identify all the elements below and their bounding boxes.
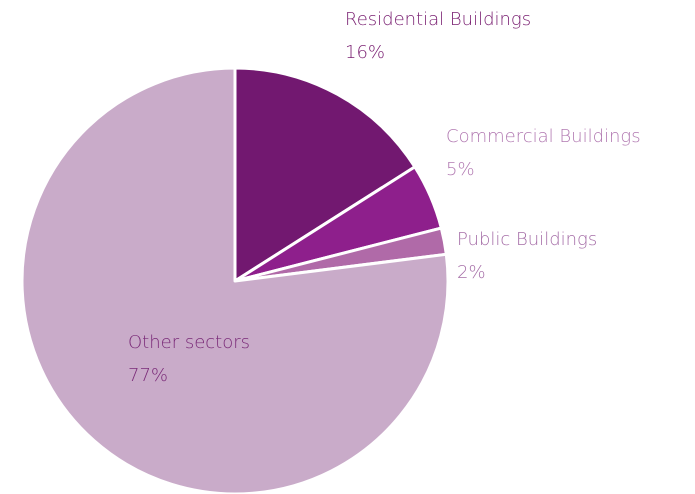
slice-value-label: 77% [128,365,168,386]
slice-value-label: 5% [446,159,475,180]
slice-value-label: 2% [457,262,486,283]
slice-label: Commercial Buildings [446,126,641,147]
pie-slice [20,66,450,494]
pie-slice [233,66,417,283]
slice-label: Public Buildings [457,229,597,250]
slice-label: Residential Buildings [345,9,531,30]
slice-label: Other sectors [128,332,250,353]
slice-value-label: 16% [345,42,385,63]
